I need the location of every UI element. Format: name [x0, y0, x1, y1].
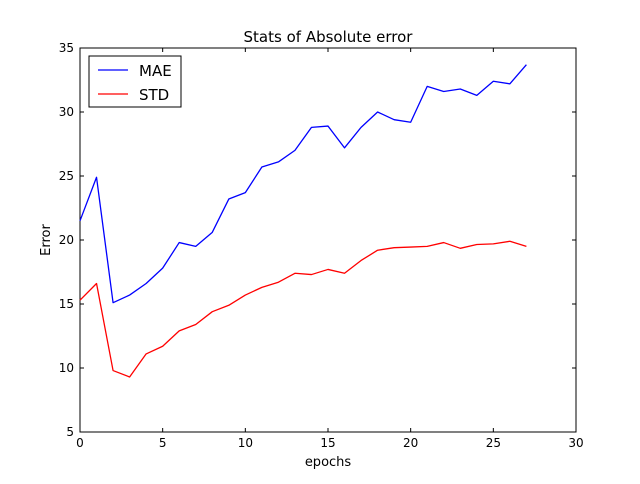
y-tick-label: 20 — [59, 233, 74, 247]
legend-label-mae: MAE — [139, 62, 172, 80]
y-tick-label: 15 — [59, 297, 74, 311]
y-tick-label: 10 — [59, 361, 74, 375]
x-tick-label: 5 — [159, 436, 167, 450]
y-tick-label: 5 — [66, 425, 74, 439]
legend: MAE STD — [88, 55, 182, 108]
series-line-std — [79, 240, 527, 378]
chart-title: Stats of Absolute error — [244, 28, 414, 46]
y-tick-label: 35 — [59, 41, 74, 55]
y-tick-label: 30 — [59, 105, 74, 119]
x-axis-label: epochs — [305, 455, 352, 470]
series-line-mae — [79, 64, 527, 304]
y-tick-label: 25 — [59, 169, 74, 183]
x-tick-label: 0 — [76, 436, 84, 450]
x-tick-label: 20 — [403, 436, 418, 450]
x-tick-label: 25 — [486, 436, 501, 450]
legend-label-std: STD — [139, 86, 169, 104]
x-tick-label: 30 — [568, 436, 583, 450]
y-axis-label: Error — [39, 224, 54, 256]
legend-box — [88, 55, 182, 108]
x-tick-label: 10 — [238, 436, 253, 450]
x-tick-label: 15 — [320, 436, 335, 450]
